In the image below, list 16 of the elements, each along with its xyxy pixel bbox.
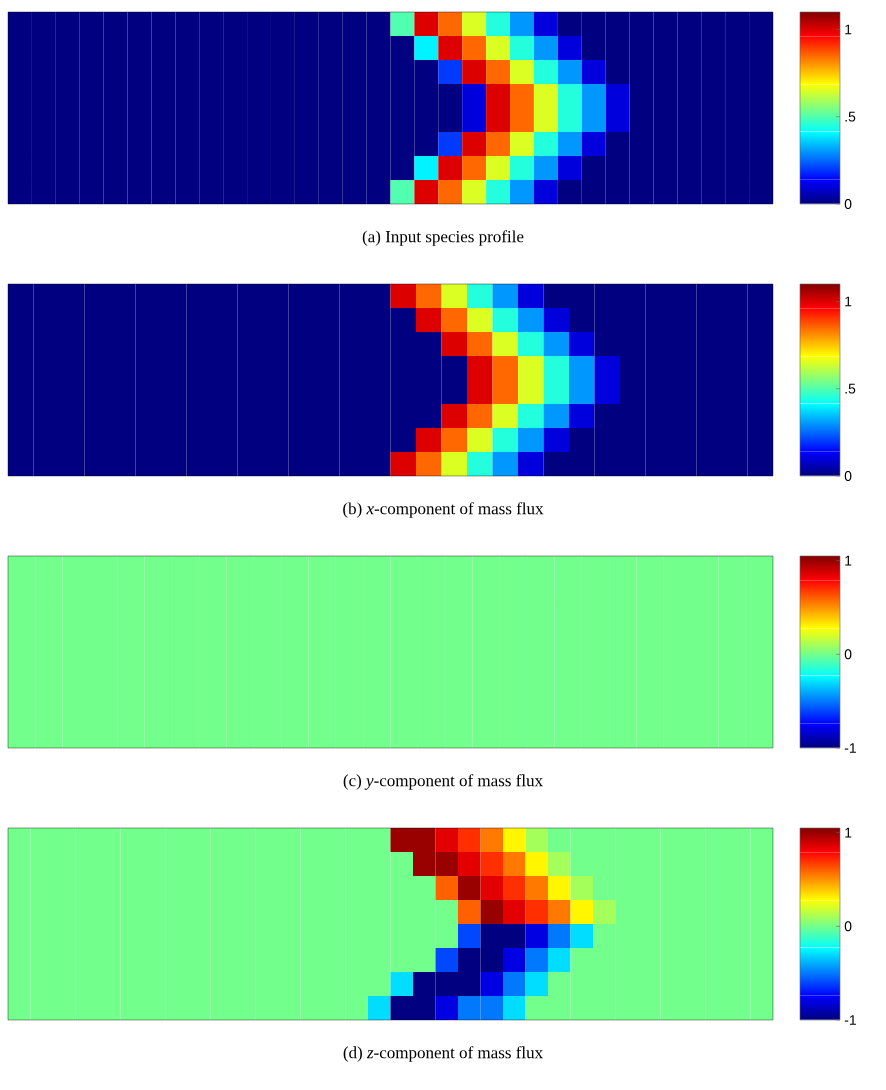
text: (c) y-component of mass flux [343,774,543,790]
text: (b) x-component of mass flux [343,502,544,518]
color-bar-label: .5 [845,383,856,394]
color-bar-label: 1 [845,296,852,307]
color-bar-label: 0 [844,471,852,481]
color-bar-label: 0 [844,921,852,932]
color-bar-label: 0 [844,199,852,209]
color-bar-label: 1 [845,827,852,838]
color-bar-label: 1 [845,555,852,566]
color-bar-label: -1 [844,1015,856,1025]
color-bar-label: .5 [845,111,856,122]
color-bar-label: -1 [844,743,856,753]
color-bar-label: 1 [845,24,852,35]
text: (a) Input species profile [362,230,524,246]
text: (d) z-component of mass flux [343,1046,543,1062]
color-bar-label: 0 [844,649,852,660]
